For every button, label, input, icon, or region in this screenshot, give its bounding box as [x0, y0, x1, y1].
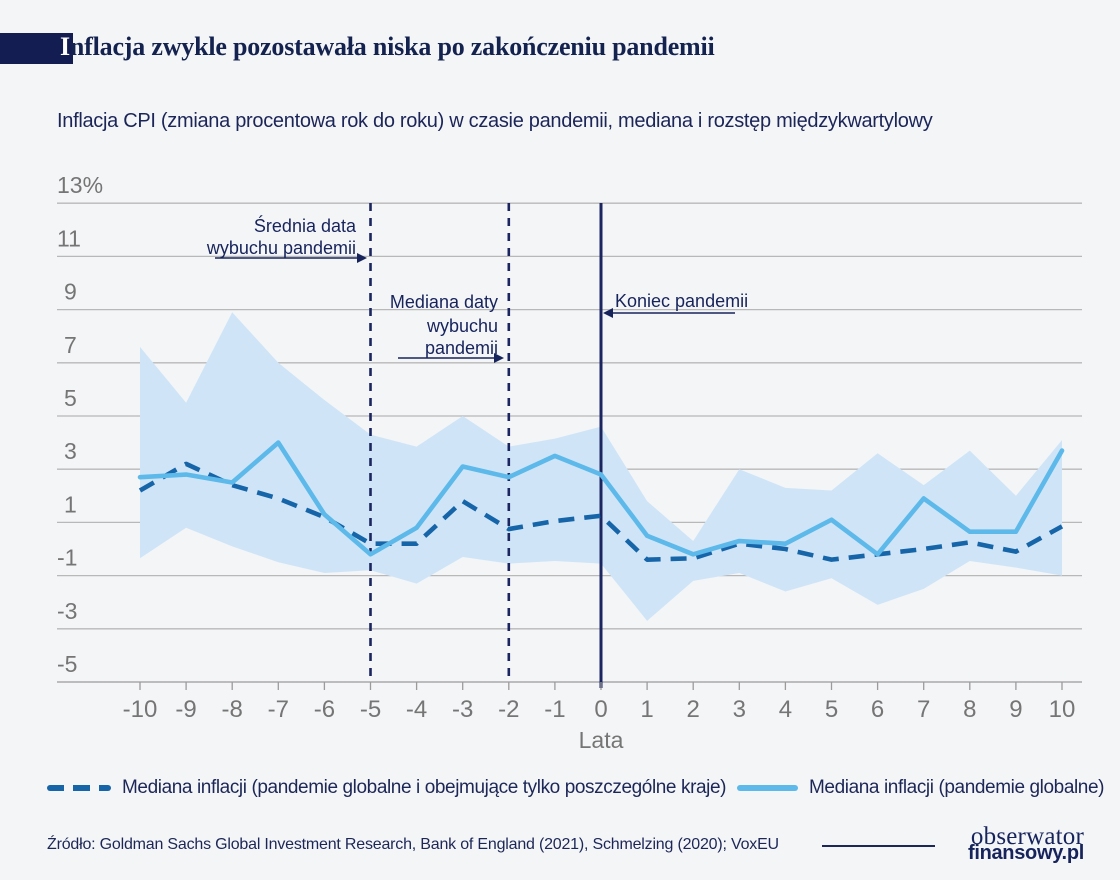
y-tick-label: 11 [57, 225, 81, 251]
x-tick-label: 8 [963, 696, 976, 723]
event-annotation: Średnia data [254, 215, 357, 236]
y-tick-label: 9 [64, 279, 77, 305]
chart-subtitle: Inflacja CPI (zmiana procentowa rok do r… [57, 110, 933, 132]
x-tick-label: -3 [452, 696, 473, 723]
title-rest: nflacja zwykle pozostawała niska po zako… [69, 32, 715, 61]
legend-label: Mediana inflacji (pandemie globalne) [809, 777, 1105, 798]
chart-legend: Mediana inflacji (pandemie globalne i ob… [0, 771, 1120, 805]
event-annotation: Koniec pandemii [615, 291, 748, 311]
title-accent-block [0, 33, 73, 64]
obserwator-finansowy-logo: obserwator finansowy.pl [968, 824, 1084, 863]
x-tick-label: 6 [871, 696, 884, 723]
x-tick-label: 7 [917, 696, 930, 723]
annotation-arrowhead-left-icon [603, 308, 613, 318]
page-title: Inflacja zwykle pozostawała niska po zak… [60, 30, 715, 64]
x-tick-label: -10 [123, 696, 158, 723]
x-tick-label: -9 [175, 696, 196, 723]
y-tick-label: 5 [64, 385, 77, 411]
logo-line-2: finansowy.pl [967, 842, 1084, 864]
logo-line-1: obserwator [970, 823, 1084, 850]
x-tick-label: 2 [687, 696, 700, 723]
legend-item-median-global-pandemics: Mediana inflacji (pandemie globalne) [737, 771, 1104, 805]
x-tick-label: 10 [1049, 696, 1076, 723]
event-annotation: pandemii [425, 338, 498, 358]
x-axis-title: Lata [579, 727, 624, 753]
y-tick-label: 7 [64, 332, 77, 358]
median-line-global-pandemics [137, 440, 1065, 557]
legend-swatch-dashed-line [47, 785, 111, 791]
y-tick-label: 1 [64, 491, 77, 517]
y-tick-label: 3 [64, 438, 77, 464]
legend-item-median-all-pandemics: Mediana inflacji (pandemie globalne i ob… [47, 771, 726, 805]
event-annotation: Mediana daty [390, 292, 498, 312]
x-tick-label: 4 [779, 696, 792, 723]
y-tick-label: 13% [57, 172, 103, 198]
x-tick-label: -8 [222, 696, 243, 723]
x-tick-label: -1 [544, 696, 565, 723]
y-tick-label: -3 [57, 598, 77, 624]
x-tick-label: 5 [825, 696, 838, 723]
annotation-arrowhead-right-icon [357, 253, 367, 263]
x-tick-label: 9 [1009, 696, 1022, 723]
x-tick-label: -6 [314, 696, 335, 723]
x-tick-label: -4 [406, 696, 427, 723]
median-line-all-pandemics [138, 461, 1064, 562]
legend-swatch-solid-line [737, 785, 798, 791]
x-tick-label: 1 [640, 696, 653, 723]
x-tick-label: 3 [733, 696, 746, 723]
x-tick-label: -2 [498, 696, 519, 723]
event-annotation: wybuchu pandemii [206, 238, 356, 258]
legend-label: Mediana inflacji (pandemie globalne i ob… [122, 777, 727, 798]
footer-divider [822, 845, 935, 847]
annotation-arrowhead-right-icon [494, 353, 504, 363]
title-first-letter: I [60, 32, 70, 61]
x-tick-label: 0 [594, 696, 607, 723]
y-tick-label: -5 [57, 651, 77, 677]
x-tick-label: -5 [360, 696, 381, 723]
y-tick-label: -1 [57, 545, 77, 571]
event-annotation: wybuchu [426, 316, 498, 336]
source-note: Źródło: Goldman Sachs Global Investment … [47, 836, 779, 853]
x-tick-label: -7 [268, 696, 289, 723]
